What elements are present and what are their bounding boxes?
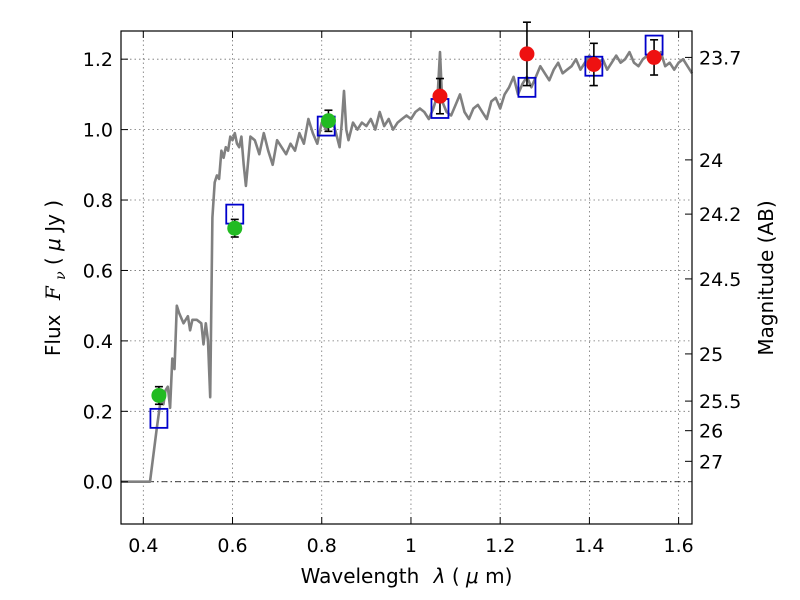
y-axis-label-subscript: ν xyxy=(53,271,69,280)
magnitude-tick-label: 24 xyxy=(699,150,723,172)
nir-photometry-point xyxy=(519,46,535,62)
y-tick-label: 1.2 xyxy=(83,49,113,71)
magnitude-tick-label: 25 xyxy=(699,344,723,366)
x-tick-label: 0.8 xyxy=(307,535,337,557)
x-axis-label: Wavelength λ ( μ m) xyxy=(301,564,513,588)
x-tick-label: 1.2 xyxy=(485,535,515,557)
x-axis-label-text: Wavelength xyxy=(301,564,420,588)
nir-photometry-point xyxy=(432,88,448,104)
y-tick-label: 0.6 xyxy=(83,260,113,282)
grid xyxy=(121,31,692,524)
optical-photometry-point xyxy=(151,387,167,403)
right-axis-label: Magnitude (AB) xyxy=(754,200,778,355)
y-tick-label: 0.8 xyxy=(83,190,113,212)
model-spectrum-line xyxy=(121,50,694,484)
y-tick-label: 1.0 xyxy=(83,120,113,142)
nir-photometry-point xyxy=(646,49,662,65)
magnitude-tick-label: 24.5 xyxy=(699,269,741,291)
x-axis-label-units-close: m) xyxy=(485,564,512,588)
x-axis-label-symbol: λ xyxy=(433,564,446,588)
spectrum-layer xyxy=(121,50,694,484)
nir-photometry-point xyxy=(586,56,602,72)
y-axis-label-symbol: F xyxy=(41,285,65,301)
x-tick-label: 1.4 xyxy=(574,535,604,557)
y-axis-label-units-open: ( xyxy=(41,251,65,265)
y-tick-label: 0.0 xyxy=(83,472,113,494)
x-axis-label-units-open: ( xyxy=(452,564,460,588)
x-tick-label: 1 xyxy=(405,535,417,557)
ticks-layer: 0.4 0.6 0.8 1 1.2 1.4 1.6 0.0 0.2 0.4 0.6 0.8 1.0 1.2… xyxy=(83,31,741,557)
y-axis-label-units-mu: μ xyxy=(41,238,65,252)
y-axis-label-text: Flux xyxy=(41,314,65,356)
x-tick-label: 0.4 xyxy=(128,535,158,557)
magnitude-tick-label: 25.5 xyxy=(699,391,741,413)
x-tick-label: 0.6 xyxy=(217,535,247,557)
y-axis-label: Flux F ν ( μ Jy ) xyxy=(41,200,70,356)
optical-photometry-point xyxy=(320,113,336,129)
magnitude-tick-label: 26 xyxy=(699,421,723,443)
model-flux-square xyxy=(149,407,169,429)
markers-layer xyxy=(149,21,664,429)
magnitude-tick-label: 23.7 xyxy=(699,47,741,69)
y-tick-label: 0.4 xyxy=(83,331,113,353)
plot-frame xyxy=(120,30,693,525)
x-axis-label-units-mu: μ xyxy=(465,564,479,588)
magnitude-tick-label: 27 xyxy=(699,451,723,473)
x-tick-label: 1.6 xyxy=(664,535,694,557)
optical-photometry-point xyxy=(227,220,243,236)
y-tick-label: 0.2 xyxy=(83,401,113,423)
magnitude-tick-label: 24.2 xyxy=(699,204,741,226)
y-axis-label-units-close: Jy ) xyxy=(41,200,65,234)
